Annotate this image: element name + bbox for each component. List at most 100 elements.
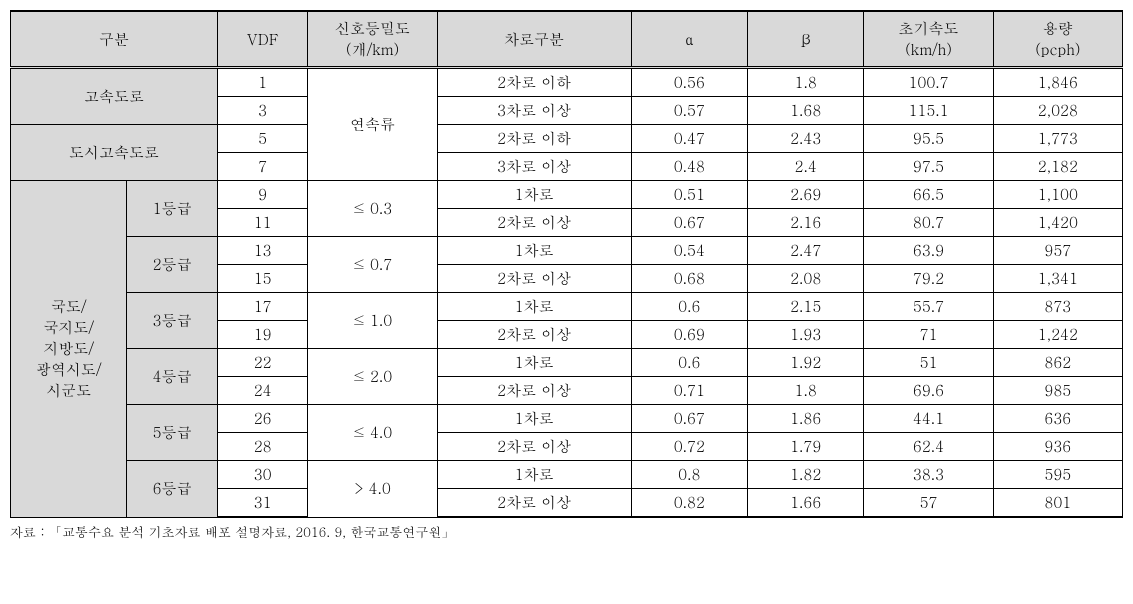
cell-alpha: 0.56 bbox=[631, 68, 747, 97]
cell-speed: 51 bbox=[864, 349, 993, 377]
cell-vdf: 22 bbox=[217, 349, 308, 377]
cell-density: ≤ 2.0 bbox=[308, 349, 437, 405]
cell-speed: 69.6 bbox=[864, 377, 993, 405]
cell-cap: 957 bbox=[993, 237, 1122, 265]
cell-cap: 801 bbox=[993, 489, 1122, 518]
header-alpha: α bbox=[631, 11, 747, 68]
cell-vdf: 24 bbox=[217, 377, 308, 405]
cell-cap: 2,028 bbox=[993, 97, 1122, 125]
cell-beta: 1.93 bbox=[748, 321, 864, 349]
group-expressway: 고속도로 bbox=[11, 68, 218, 125]
group-national-road: 국도/국지도/지방도/광역시도/시군도 bbox=[11, 181, 127, 518]
cell-density: ≤ 0.3 bbox=[308, 181, 437, 237]
cell-beta: 1.86 bbox=[748, 405, 864, 433]
group-grade4: 4등급 bbox=[127, 349, 218, 405]
header-signal-density: 신호등밀도(개/km) bbox=[308, 11, 437, 68]
cell-lane: 2차로 이하 bbox=[437, 68, 631, 97]
cell-speed: 66.5 bbox=[864, 181, 993, 209]
vdf-parameter-table: 구분 VDF 신호등밀도(개/km) 차로구분 α β 초기속도(km/h) 용… bbox=[10, 10, 1123, 518]
cell-speed: 38.3 bbox=[864, 461, 993, 489]
cell-lane: 2차로 이상 bbox=[437, 489, 631, 518]
cell-beta: 1.92 bbox=[748, 349, 864, 377]
cell-alpha: 0.54 bbox=[631, 237, 747, 265]
cell-alpha: 0.71 bbox=[631, 377, 747, 405]
cell-vdf: 9 bbox=[217, 181, 308, 209]
cell-beta: 1.79 bbox=[748, 433, 864, 461]
cell-beta: 1.68 bbox=[748, 97, 864, 125]
cell-beta: 2.15 bbox=[748, 293, 864, 321]
group-grade2: 2등급 bbox=[127, 237, 218, 293]
cell-vdf: 30 bbox=[217, 461, 308, 489]
cell-cap: 1,420 bbox=[993, 209, 1122, 237]
cell-density: ≤ 0.7 bbox=[308, 237, 437, 293]
cell-vdf: 19 bbox=[217, 321, 308, 349]
cell-vdf: 7 bbox=[217, 153, 308, 181]
table-row: 국도/국지도/지방도/광역시도/시군도 1등급 9 ≤ 0.3 1차로 0.51… bbox=[11, 181, 1123, 209]
cell-vdf: 11 bbox=[217, 209, 308, 237]
cell-beta: 2.08 bbox=[748, 265, 864, 293]
group-grade5: 5등급 bbox=[127, 405, 218, 461]
cell-lane: 1차로 bbox=[437, 237, 631, 265]
cell-lane: 2차로 이하 bbox=[437, 125, 631, 153]
cell-alpha: 0.47 bbox=[631, 125, 747, 153]
cell-beta: 1.66 bbox=[748, 489, 864, 518]
source-note: 자료 : 「교통수요 분석 기초자료 배포 설명자료, 2016. 9, 한국교… bbox=[10, 522, 1123, 541]
cell-density: 연속류 bbox=[308, 68, 437, 181]
group-grade3: 3등급 bbox=[127, 293, 218, 349]
cell-density: ≤ 1.0 bbox=[308, 293, 437, 349]
cell-cap: 2,182 bbox=[993, 153, 1122, 181]
cell-beta: 2.4 bbox=[748, 153, 864, 181]
cell-cap: 873 bbox=[993, 293, 1122, 321]
header-capacity: 용량(pcph) bbox=[993, 11, 1122, 68]
cell-lane: 2차로 이상 bbox=[437, 209, 631, 237]
header-beta: β bbox=[748, 11, 864, 68]
cell-speed: 57 bbox=[864, 489, 993, 518]
cell-lane: 2차로 이상 bbox=[437, 265, 631, 293]
cell-cap: 1,846 bbox=[993, 68, 1122, 97]
cell-vdf: 28 bbox=[217, 433, 308, 461]
group-grade6: 6등급 bbox=[127, 461, 218, 518]
cell-beta: 2.69 bbox=[748, 181, 864, 209]
cell-lane: 3차로 이상 bbox=[437, 97, 631, 125]
cell-cap: 1,100 bbox=[993, 181, 1122, 209]
cell-vdf: 17 bbox=[217, 293, 308, 321]
cell-cap: 636 bbox=[993, 405, 1122, 433]
cell-beta: 1.8 bbox=[748, 68, 864, 97]
table-row: 고속도로 1 연속류 2차로 이하 0.56 1.8 100.7 1,846 bbox=[11, 68, 1123, 97]
cell-alpha: 0.82 bbox=[631, 489, 747, 518]
cell-cap: 1,341 bbox=[993, 265, 1122, 293]
cell-speed: 55.7 bbox=[864, 293, 993, 321]
cell-lane: 3차로 이상 bbox=[437, 153, 631, 181]
cell-cap: 1,242 bbox=[993, 321, 1122, 349]
cell-speed: 80.7 bbox=[864, 209, 993, 237]
cell-alpha: 0.6 bbox=[631, 349, 747, 377]
cell-speed: 97.5 bbox=[864, 153, 993, 181]
cell-density: ≤ 4.0 bbox=[308, 405, 437, 461]
cell-alpha: 0.51 bbox=[631, 181, 747, 209]
cell-density: > 4.0 bbox=[308, 461, 437, 518]
group-urban-expressway: 도시고속도로 bbox=[11, 125, 218, 181]
cell-speed: 63.9 bbox=[864, 237, 993, 265]
cell-vdf: 1 bbox=[217, 68, 308, 97]
cell-alpha: 0.48 bbox=[631, 153, 747, 181]
cell-vdf: 13 bbox=[217, 237, 308, 265]
cell-lane: 1차로 bbox=[437, 293, 631, 321]
cell-alpha: 0.8 bbox=[631, 461, 747, 489]
cell-alpha: 0.67 bbox=[631, 405, 747, 433]
cell-alpha: 0.69 bbox=[631, 321, 747, 349]
table-row: 4등급 22 ≤ 2.0 1차로 0.6 1.92 51 862 bbox=[11, 349, 1123, 377]
cell-lane: 1차로 bbox=[437, 405, 631, 433]
group-grade1: 1등급 bbox=[127, 181, 218, 237]
header-init-speed: 초기속도(km/h) bbox=[864, 11, 993, 68]
cell-alpha: 0.68 bbox=[631, 265, 747, 293]
cell-alpha: 0.6 bbox=[631, 293, 747, 321]
cell-vdf: 15 bbox=[217, 265, 308, 293]
cell-lane: 1차로 bbox=[437, 181, 631, 209]
cell-lane: 1차로 bbox=[437, 461, 631, 489]
cell-beta: 2.47 bbox=[748, 237, 864, 265]
cell-speed: 79.2 bbox=[864, 265, 993, 293]
cell-beta: 1.82 bbox=[748, 461, 864, 489]
cell-beta: 2.43 bbox=[748, 125, 864, 153]
table-row: 6등급 30 > 4.0 1차로 0.8 1.82 38.3 595 bbox=[11, 461, 1123, 489]
cell-speed: 95.5 bbox=[864, 125, 993, 153]
